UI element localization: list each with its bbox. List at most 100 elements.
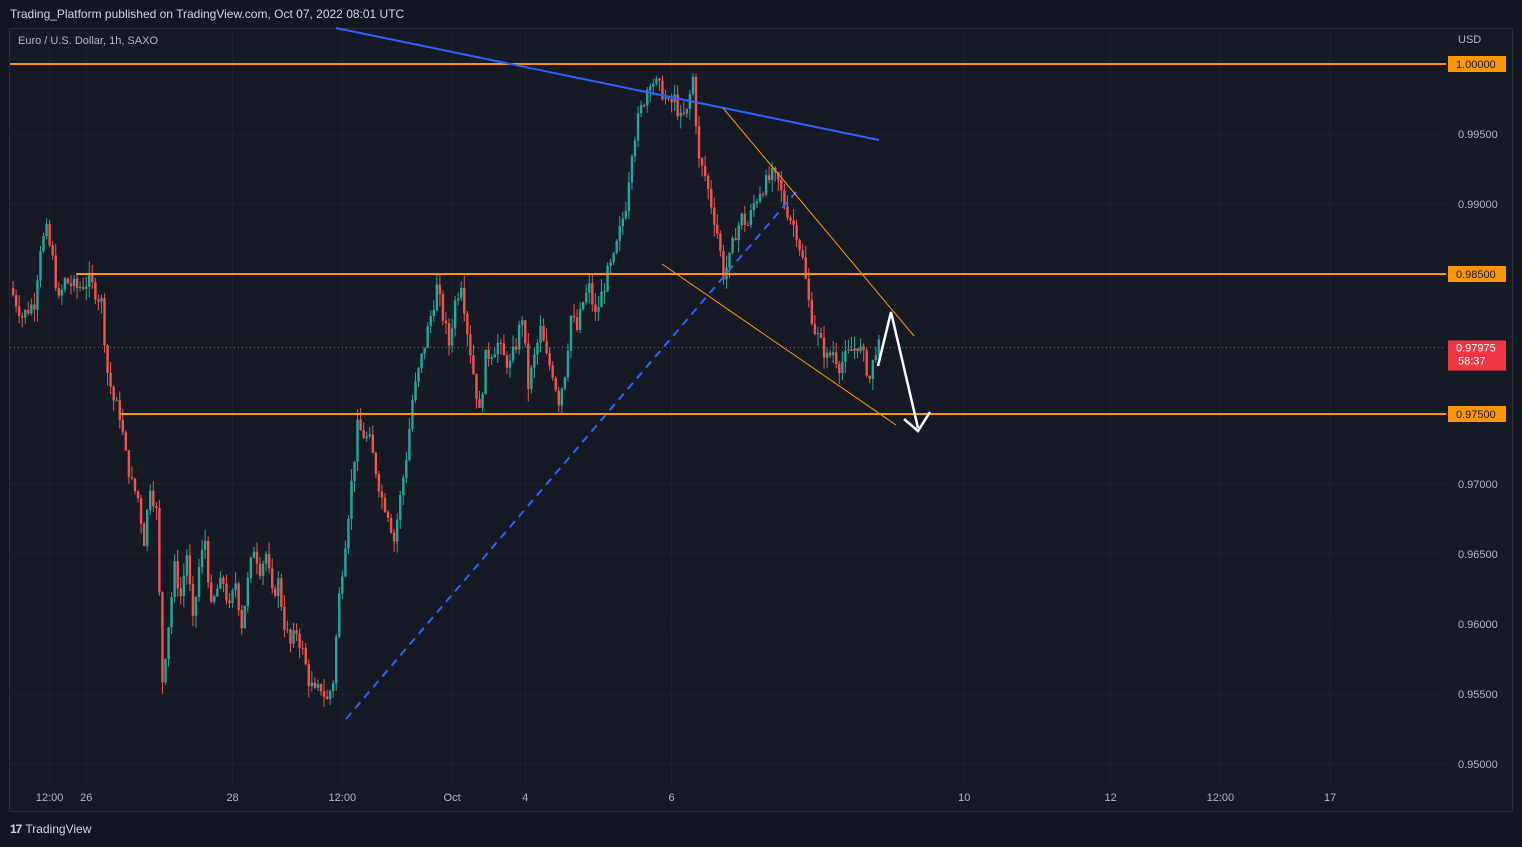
candle-body — [734, 238, 737, 241]
last-price-tag — [1448, 340, 1506, 371]
candle-body — [548, 353, 551, 366]
candle-body — [274, 588, 277, 596]
candle-body — [624, 210, 628, 219]
candle-body — [161, 592, 164, 683]
symbol-label: Euro / U.S. Dollar, 1h, SAXO — [18, 35, 159, 47]
candle-body — [429, 316, 432, 327]
candle-body — [740, 213, 743, 226]
candle-body — [219, 577, 222, 589]
candle-body — [502, 343, 506, 356]
candle-body — [319, 683, 323, 692]
candle-body — [646, 90, 649, 106]
candle-body — [228, 600, 231, 604]
candle-body — [542, 325, 545, 341]
projection-arrowhead — [903, 411, 932, 433]
candle-body — [371, 434, 375, 453]
candle-body — [292, 630, 295, 644]
candle-body — [240, 609, 243, 629]
candle-body — [426, 326, 429, 348]
candle-body — [719, 233, 722, 251]
published-text: Trading_Platform published on TradingVie… — [10, 7, 405, 21]
candle-body — [72, 278, 76, 286]
candle-body — [270, 568, 274, 589]
candle-body — [844, 350, 847, 362]
candle-body — [167, 627, 170, 660]
candle-body — [676, 94, 679, 117]
candle-body — [222, 577, 225, 584]
candle-body — [456, 298, 460, 301]
x-tick-label: 10 — [958, 792, 970, 804]
published-header: Trading_Platform published on TradingVie… — [0, 0, 1522, 28]
candle-body — [499, 342, 503, 344]
candle-body — [359, 419, 362, 431]
x-tick-label: 12 — [1105, 792, 1117, 804]
candle-body — [819, 333, 823, 338]
candle-body — [149, 490, 152, 510]
candle-body — [210, 582, 213, 602]
candle-body — [63, 278, 67, 290]
candle-body — [557, 390, 560, 406]
y-tick-label: 0.99000 — [1458, 199, 1498, 211]
candle-body — [261, 563, 265, 576]
candle-body — [789, 217, 792, 221]
candle-body — [612, 252, 615, 263]
candle-body — [197, 567, 201, 598]
candle-body — [649, 86, 652, 91]
candle-body — [505, 355, 509, 368]
currency-label[interactable]: USD — [1458, 34, 1482, 46]
candle-body — [463, 287, 466, 314]
tradingview-brand[interactable]: 17 TradingView — [10, 822, 91, 836]
candle-body — [563, 377, 567, 389]
candle-body — [42, 236, 45, 252]
candle-body — [764, 175, 768, 195]
candle-body — [575, 317, 579, 330]
candle-body — [530, 367, 533, 390]
candle-body — [524, 320, 527, 344]
candle-body — [722, 250, 725, 280]
candle-body — [853, 348, 856, 351]
candle-body — [158, 507, 161, 593]
candle-body — [521, 320, 524, 326]
x-tick-label: 12:00 — [36, 792, 64, 804]
candle-body — [313, 682, 317, 688]
candle-body — [249, 557, 253, 578]
candle-body — [786, 206, 789, 218]
candle-body — [48, 223, 51, 246]
chart-frame[interactable] — [9, 28, 1513, 812]
brand-text: TradingView — [25, 822, 92, 836]
candle-body — [813, 323, 817, 335]
y-tick-label: 0.96500 — [1458, 549, 1498, 561]
candle-body — [868, 375, 871, 379]
candle-body — [783, 190, 786, 207]
candle-body — [100, 298, 103, 302]
candle-body — [353, 461, 356, 482]
candle-body — [203, 540, 207, 550]
candle-body — [328, 691, 332, 700]
candle-body — [356, 419, 359, 462]
candle-body — [121, 419, 125, 433]
candle-body — [792, 220, 795, 225]
candle-body — [652, 83, 655, 87]
candle-body — [11, 288, 15, 296]
candle-body — [51, 245, 54, 256]
candle-body — [106, 345, 109, 373]
candle-body — [234, 583, 237, 591]
candle-body — [490, 357, 493, 360]
candle-body — [200, 549, 204, 568]
candle-body — [289, 629, 292, 644]
candle-body — [636, 113, 640, 141]
candle-body — [484, 349, 487, 395]
candle-body — [216, 588, 219, 597]
candle-body — [600, 291, 603, 308]
candle-body — [396, 519, 399, 542]
level-price-label: 1.00000 — [1456, 59, 1496, 71]
candle-body — [57, 288, 60, 296]
candle-body — [749, 210, 753, 226]
wedge-lower-line — [661, 263, 897, 426]
candle-body — [286, 629, 289, 631]
candle-body — [399, 495, 402, 520]
level-price-label: 0.98500 — [1456, 269, 1496, 281]
candle-body — [658, 78, 661, 81]
candle-body — [420, 353, 423, 369]
